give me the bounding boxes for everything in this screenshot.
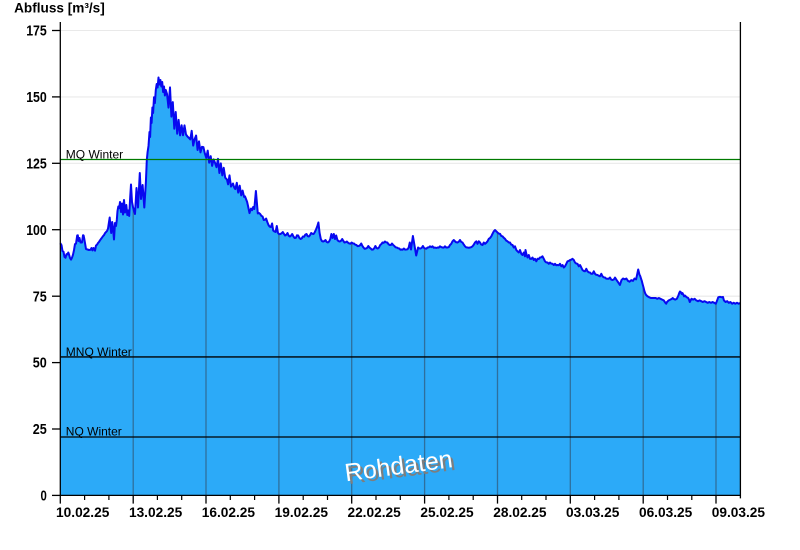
- svg-text:0: 0: [41, 489, 47, 505]
- svg-text:06.03.25: 06.03.25: [639, 505, 693, 520]
- svg-text:28.02.25: 28.02.25: [493, 505, 547, 520]
- svg-text:175: 175: [26, 24, 47, 40]
- svg-text:150: 150: [26, 90, 47, 106]
- svg-text:19.02.25: 19.02.25: [275, 505, 329, 520]
- svg-text:22.02.25: 22.02.25: [347, 505, 401, 520]
- svg-text:MNQ Winter: MNQ Winter: [66, 345, 132, 359]
- svg-text:25: 25: [33, 422, 47, 438]
- svg-text:09.03.25: 09.03.25: [712, 505, 766, 520]
- svg-text:MQ Winter: MQ Winter: [66, 147, 123, 161]
- svg-text:Abfluss [m³/s]: Abfluss [m³/s]: [14, 0, 105, 15]
- svg-text:100: 100: [26, 223, 47, 239]
- svg-text:13.02.25: 13.02.25: [129, 505, 183, 520]
- svg-text:125: 125: [26, 156, 47, 172]
- svg-text:16.02.25: 16.02.25: [202, 505, 256, 520]
- svg-text:03.03.25: 03.03.25: [566, 505, 620, 520]
- svg-text:50: 50: [33, 356, 47, 372]
- svg-text:25.02.25: 25.02.25: [420, 505, 474, 520]
- svg-text:75: 75: [33, 289, 47, 305]
- svg-text:NQ Winter: NQ Winter: [66, 425, 122, 439]
- svg-text:10.02.25: 10.02.25: [56, 505, 110, 520]
